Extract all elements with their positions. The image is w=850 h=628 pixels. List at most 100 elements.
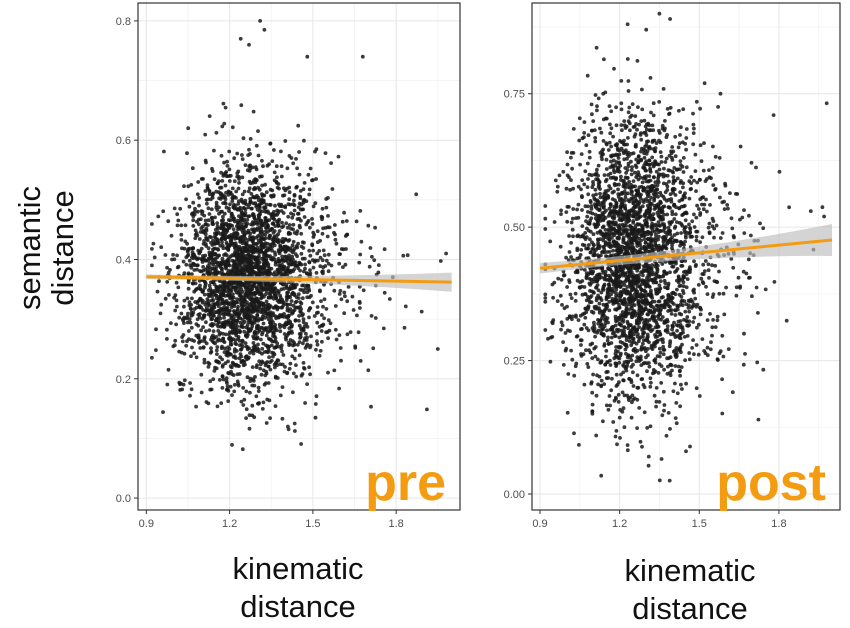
y-tick-label: 0.6 (116, 135, 131, 147)
data-point (175, 305, 179, 309)
data-point (370, 255, 374, 259)
data-point (249, 137, 253, 141)
data-point (316, 305, 320, 309)
data-point (570, 221, 574, 225)
data-point (229, 255, 233, 259)
data-point (308, 226, 312, 230)
data-point (258, 367, 262, 371)
data-point (275, 175, 279, 179)
data-point (747, 258, 751, 262)
data-point (294, 157, 298, 161)
data-point (208, 212, 212, 216)
data-point (210, 317, 214, 321)
data-point (236, 170, 240, 174)
data-point (611, 420, 615, 424)
data-point (288, 203, 292, 207)
data-point (319, 349, 323, 353)
data-point (283, 204, 287, 208)
data-point (240, 198, 244, 202)
data-point (682, 156, 686, 160)
data-point (229, 270, 233, 274)
data-point (305, 55, 309, 59)
data-point (228, 179, 232, 183)
data-point (716, 315, 720, 319)
data-point (362, 288, 366, 292)
data-point (302, 361, 306, 365)
data-point (604, 349, 608, 353)
data-point (266, 269, 270, 273)
data-point (703, 81, 707, 85)
data-point (302, 139, 306, 143)
data-point (213, 177, 217, 181)
data-point (725, 203, 729, 207)
data-point (722, 355, 726, 359)
data-point (648, 168, 652, 172)
data-point (679, 125, 683, 129)
data-point (702, 169, 706, 173)
data-point (190, 326, 194, 330)
data-point (175, 254, 179, 258)
data-point (292, 240, 296, 244)
data-point (263, 266, 267, 270)
data-point (265, 312, 269, 316)
data-point (272, 195, 276, 199)
data-point (679, 159, 683, 163)
data-point (298, 288, 302, 292)
data-point (213, 306, 217, 310)
data-point (190, 314, 194, 318)
data-point (242, 313, 246, 317)
data-point (259, 291, 263, 295)
data-point (637, 406, 641, 410)
data-point (550, 335, 554, 339)
data-point (263, 374, 267, 378)
data-point (165, 383, 169, 387)
data-point (222, 102, 226, 106)
data-point (281, 194, 285, 198)
data-point (439, 259, 443, 263)
data-point (332, 231, 336, 235)
data-point (175, 281, 179, 285)
data-point (672, 265, 676, 269)
data-point (279, 150, 283, 154)
data-point (215, 323, 219, 327)
data-point (265, 334, 269, 338)
data-point (617, 380, 621, 384)
data-point (335, 338, 339, 342)
data-point (401, 254, 405, 258)
data-point (205, 266, 209, 270)
data-point (188, 205, 192, 209)
data-point (204, 320, 208, 324)
data-point (265, 398, 269, 402)
data-point (277, 300, 281, 304)
data-point (220, 237, 224, 241)
data-point (587, 133, 591, 137)
data-point (334, 238, 338, 242)
data-point (303, 401, 307, 405)
data-point (260, 326, 264, 330)
data-point (369, 405, 373, 409)
data-point (605, 404, 609, 408)
data-point (406, 253, 410, 257)
data-point (553, 220, 557, 224)
data-point (239, 103, 243, 107)
data-point (277, 290, 281, 294)
data-point (626, 448, 630, 452)
data-point (632, 179, 636, 183)
data-point (283, 139, 287, 143)
data-point (316, 259, 320, 263)
data-point (210, 251, 214, 255)
data-point (648, 385, 652, 389)
data-point (322, 249, 326, 253)
data-point (675, 421, 679, 425)
data-point (225, 206, 229, 210)
data-point (660, 457, 664, 461)
data-point (708, 230, 712, 234)
data-point (605, 158, 609, 162)
data-point (161, 209, 165, 213)
data-point (208, 287, 212, 291)
data-point (582, 183, 586, 187)
data-point (224, 184, 228, 188)
